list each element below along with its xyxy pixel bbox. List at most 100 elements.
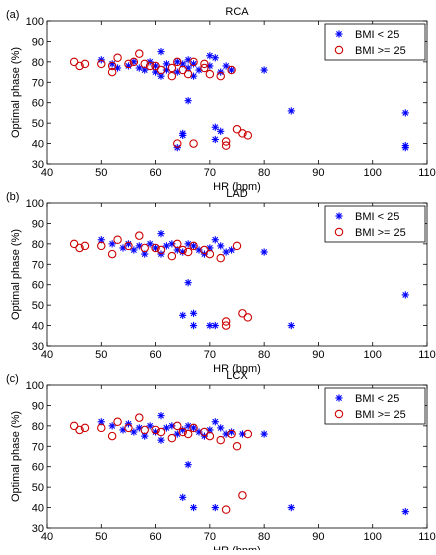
chart-title: LCX	[226, 370, 248, 382]
series-bmi-ge-25	[69, 231, 253, 330]
data-point-star	[157, 230, 165, 238]
data-point-circle	[140, 425, 149, 435]
data-point-circle	[75, 61, 84, 71]
data-point-star	[130, 246, 138, 254]
data-point-circle	[156, 65, 166, 75]
data-point-circle	[156, 245, 166, 255]
panel-label: (b)	[6, 191, 19, 203]
y-tick-label: 100	[26, 16, 44, 28]
y-tick-label: 80	[32, 239, 44, 251]
y-tick-label: 100	[26, 380, 44, 392]
data-point-circle	[124, 59, 133, 69]
x-tick-label: 50	[95, 167, 107, 179]
data-point-circle	[232, 442, 242, 451]
legend-marker-star	[335, 212, 343, 220]
legend: BMI < 25 BMI >= 25	[324, 23, 426, 61]
data-point-circle	[183, 69, 193, 79]
data-point-circle	[80, 423, 90, 433]
x-tick-label: 60	[149, 167, 161, 179]
x-tick-label: 110	[418, 349, 436, 361]
data-point-circle	[173, 239, 182, 249]
data-point-star	[157, 412, 165, 420]
data-point-star	[401, 508, 409, 516]
data-point-star	[287, 321, 295, 330]
data-point-circle	[216, 253, 225, 263]
data-point-star	[184, 279, 192, 287]
data-point-circle	[69, 239, 79, 249]
legend-label-bmi-lt-25: BMI < 25	[355, 29, 399, 41]
legend-label-bmi-ge-25: BMI >= 25	[355, 409, 406, 421]
data-point-circle	[183, 429, 193, 439]
data-point-star	[189, 242, 198, 250]
x-axis-label: HR (bpm)	[213, 181, 261, 193]
x-tick-label: 90	[312, 167, 324, 179]
data-point-circle	[243, 313, 253, 322]
data-point-circle	[173, 139, 182, 148]
x-tick-label: 100	[364, 531, 382, 543]
data-point-circle	[97, 59, 106, 69]
x-tick-label: 50	[95, 531, 107, 543]
y-tick-label: 40	[32, 321, 44, 333]
data-point-star	[217, 127, 225, 135]
data-point-circle	[124, 241, 133, 251]
data-point-circle	[113, 235, 122, 245]
data-point-star	[130, 428, 138, 436]
data-point-circle	[221, 321, 231, 330]
data-point-circle	[238, 491, 247, 500]
data-point-star	[173, 58, 181, 66]
data-point-circle	[189, 139, 198, 148]
y-tick-label: 50	[32, 300, 44, 312]
data-point-star	[184, 461, 192, 469]
x-tick-label: 100	[364, 349, 382, 361]
data-point-circle	[107, 67, 117, 77]
data-point-circle	[221, 505, 231, 514]
data-point-star	[260, 66, 268, 74]
legend: BMI < 25 BMI >= 25	[324, 205, 426, 243]
y-tick-label: 90	[32, 400, 44, 412]
data-point-star	[189, 424, 198, 432]
x-axis-label: HR (bpm)	[213, 545, 261, 550]
chart-title: RCA	[225, 6, 249, 18]
data-point-star	[287, 503, 295, 512]
data-point-star	[189, 309, 198, 317]
data-point-circle	[135, 413, 144, 422]
x-tick-label: 60	[149, 531, 161, 543]
data-point-star	[260, 248, 268, 256]
data-point-circle	[243, 429, 253, 439]
data-point-circle	[145, 61, 155, 71]
data-point-star	[222, 62, 230, 70]
y-tick-label: 60	[32, 462, 44, 474]
data-point-star	[401, 144, 409, 152]
y-tick-label: 50	[32, 118, 44, 130]
y-tick-label: 50	[32, 482, 44, 494]
data-point-star	[217, 242, 225, 250]
data-point-star	[211, 123, 219, 131]
data-point-circle	[75, 425, 84, 435]
y-tick-label: 30	[32, 159, 44, 171]
data-point-circle	[167, 71, 177, 81]
y-tick-label: 30	[32, 523, 44, 535]
data-point-circle	[205, 69, 215, 79]
x-tick-label: 90	[312, 531, 324, 543]
data-point-circle	[135, 49, 144, 58]
data-point-star	[179, 493, 187, 501]
x-tick-label: 50	[95, 349, 107, 361]
y-tick-label: 60	[32, 280, 44, 292]
data-point-circle	[189, 57, 198, 67]
data-point-circle	[238, 309, 247, 318]
data-point-star	[401, 109, 409, 117]
data-point-circle	[178, 65, 187, 75]
data-point-circle	[69, 57, 79, 67]
y-tick-label: 80	[32, 421, 44, 433]
x-tick-label: 80	[258, 531, 270, 543]
data-point-star	[157, 436, 165, 444]
x-tick-label: 80	[258, 349, 270, 361]
y-tick-label: 90	[32, 218, 44, 230]
chart-title: LAD	[226, 188, 247, 200]
y-tick-label: 90	[32, 36, 44, 48]
data-point-circle	[221, 141, 231, 150]
